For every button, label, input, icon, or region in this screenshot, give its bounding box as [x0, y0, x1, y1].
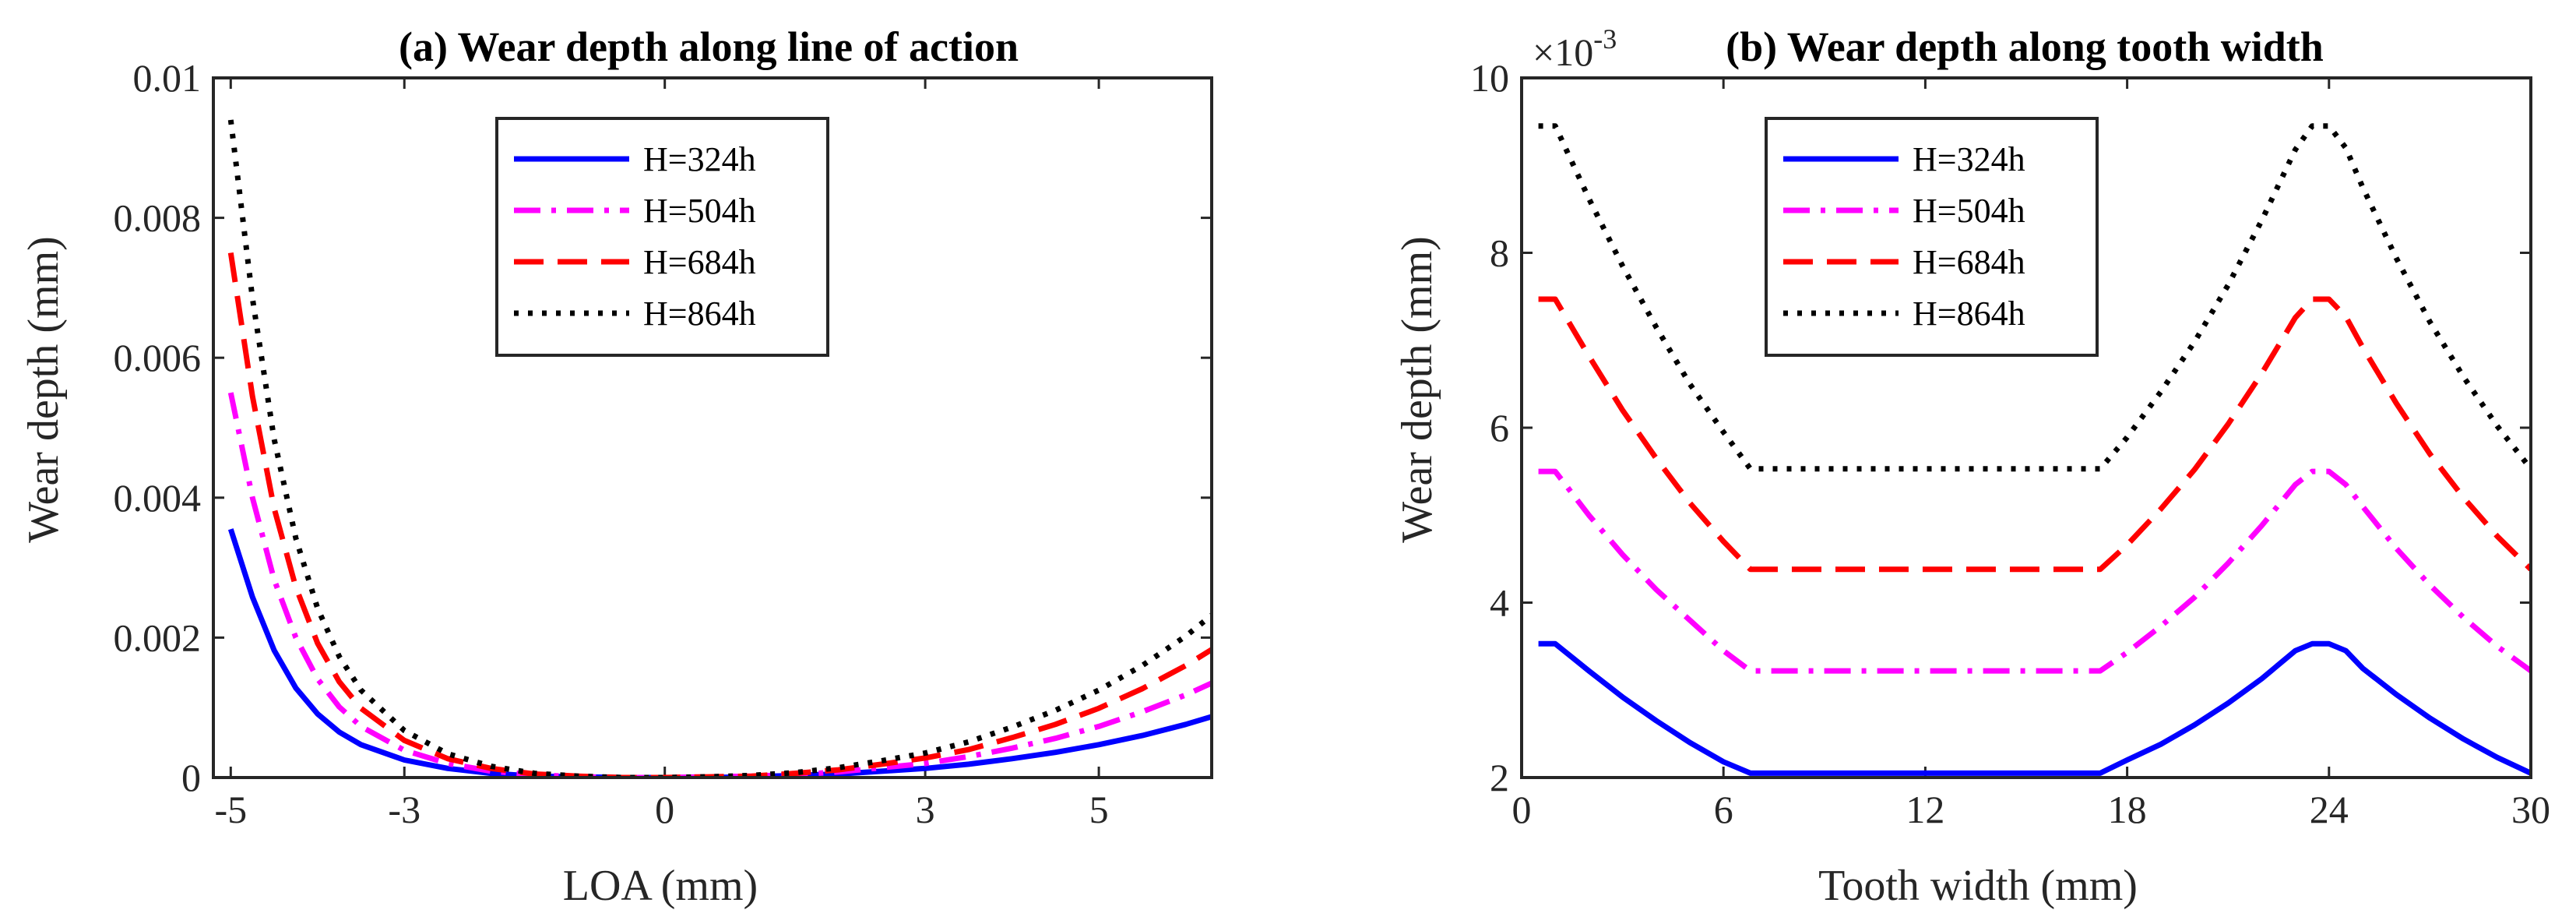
panel-b: (b) Wear depth along tooth width Tooth w…	[1393, 23, 2550, 910]
panel-b-y-multiplier-exponent: -3	[1593, 23, 1617, 55]
panel-a-series-H=684h	[227, 252, 1212, 778]
panel-a-ticks: -5 -3 0 3 5 0 0.002 0.004 0.006 0.008 0.01	[114, 56, 1212, 831]
panel-b-xtick-label: 12	[1906, 788, 1944, 831]
panel-a-ytick-label: 0	[181, 756, 201, 799]
panel-a-lines	[227, 119, 1212, 778]
panel-b-series-H=684h	[1538, 296, 2531, 573]
panel-b-title: (b) Wear depth along tooth width	[1726, 23, 2324, 70]
panel-a-legend-label: H=684h	[643, 243, 756, 281]
panel-b-axes-frame	[1520, 76, 2532, 779]
panel-a-title: (a) Wear depth along line of action	[399, 23, 1019, 70]
panel-b-y-multiplier-base: ×10	[1533, 30, 1593, 74]
panel-a-legend-label: H=324h	[643, 140, 756, 178]
panel-b-xlabel: Tooth width (mm)	[1818, 862, 2138, 910]
panel-b-legend: H=324h H=504h H=684h H=864h	[1765, 117, 2099, 357]
panel-b-ytick-label: 8	[1490, 231, 1509, 275]
panel-b-ytick-label: 2	[1490, 756, 1509, 799]
panel-a-ytick-label: 0.006	[114, 336, 202, 379]
panel-a-ytick-label: 0.008	[114, 196, 202, 240]
panel-b-xtick-label: 6	[1714, 788, 1733, 831]
panel-a-series-H=324h	[227, 528, 1212, 778]
panel-b-ytick-label: 10	[1470, 56, 1509, 100]
panel-b-legend-label: H=504h	[1913, 192, 2025, 230]
panel-a-xtick-label: 5	[1089, 788, 1109, 831]
panel-b-ytick-label: 6	[1490, 406, 1509, 450]
panel-b-series-H=864h	[1538, 123, 2531, 472]
panel-b-legend-label: H=864h	[1913, 294, 2025, 333]
panel-a-ytick-label: 0.004	[114, 476, 202, 520]
panel-b-legend-label: H=684h	[1913, 243, 2025, 281]
panel-a: (a) Wear depth along line of action LOA …	[19, 23, 1213, 910]
panel-b-xtick-label: 24	[2310, 788, 2349, 831]
panel-b-xtick-label: 30	[2511, 788, 2550, 831]
panel-b-legend-label: H=324h	[1913, 140, 2025, 178]
panel-a-ytick-label: 0.01	[133, 56, 202, 100]
panel-a-xtick-label: 0	[655, 788, 674, 831]
panel-b-lines	[1538, 123, 2531, 776]
panel-b-xtick-label: 0	[1512, 788, 1532, 831]
panel-a-ylabel: Wear depth (mm)	[19, 236, 68, 543]
panel-a-ytick-label: 0.002	[114, 615, 202, 659]
panel-a-legend-label: H=864h	[643, 294, 756, 333]
panel-b-series-H=324h	[1538, 640, 2531, 776]
panel-a-legend-label: H=504h	[643, 192, 756, 230]
panel-a-xtick-label: -5	[214, 788, 247, 831]
panel-a-axes-frame	[212, 76, 1213, 779]
panel-b-ylabel: Wear depth (mm)	[1393, 236, 1441, 543]
panel-b-series-H=504h	[1538, 468, 2531, 674]
panel-a-xtick-label: 3	[916, 788, 935, 831]
panel-b-y-multiplier: ×10-3	[1533, 23, 1617, 74]
panel-a-xlabel: LOA (mm)	[563, 862, 758, 910]
panel-b-ytick-label: 4	[1490, 581, 1509, 625]
panel-b-xtick-label: 18	[2108, 788, 2147, 831]
panel-a-xtick-label: -3	[388, 788, 421, 831]
panel-a-legend: H=324h H=504h H=684h H=864h	[495, 117, 829, 357]
